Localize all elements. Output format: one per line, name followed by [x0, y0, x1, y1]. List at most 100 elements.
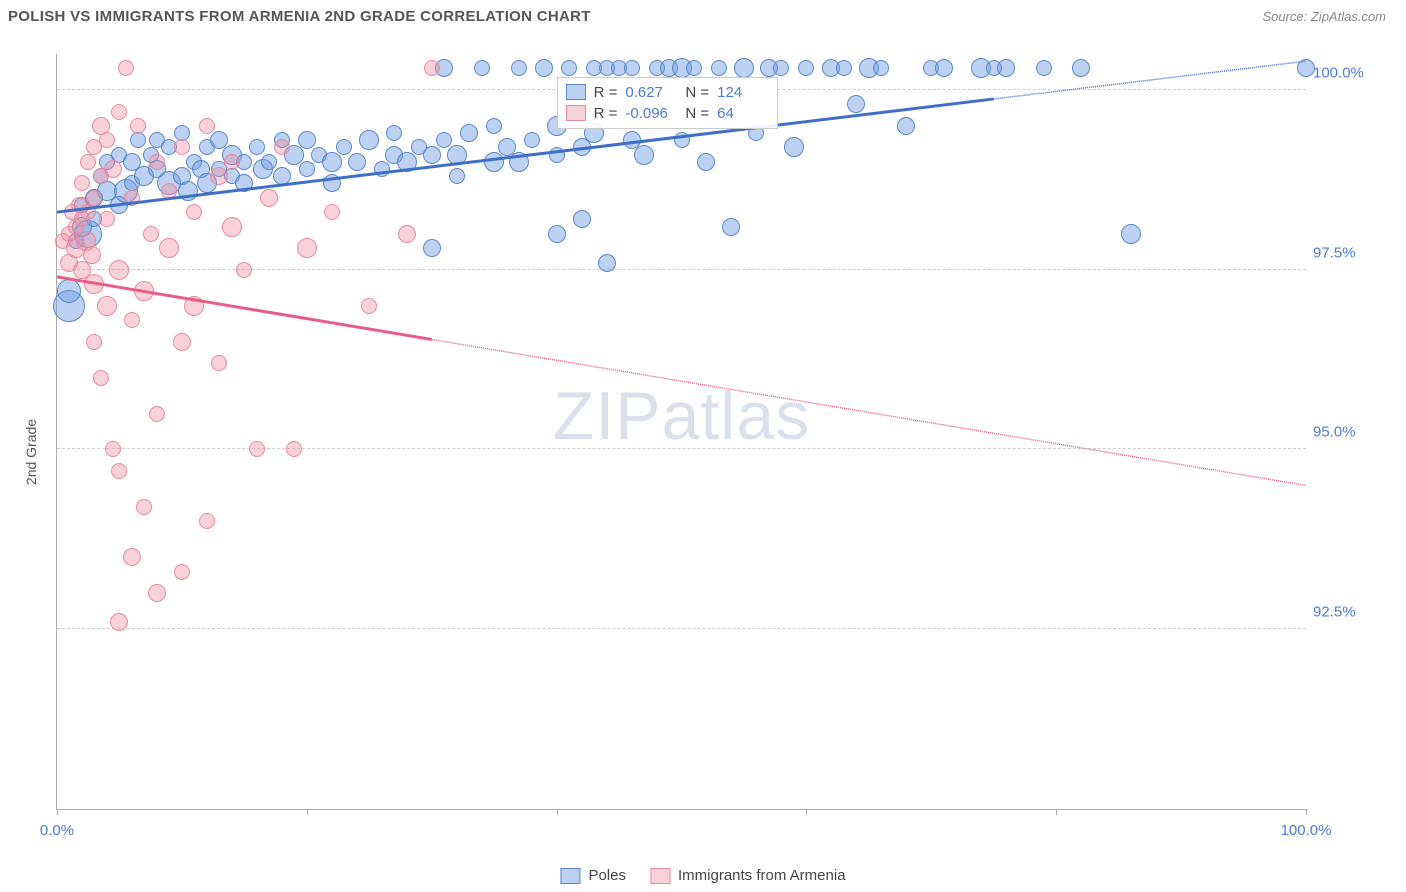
scatter-point: [83, 246, 101, 264]
scatter-point: [235, 174, 253, 192]
legend-swatch: [560, 868, 580, 884]
scatter-point: [897, 117, 915, 135]
scatter-point: [249, 139, 265, 155]
stat-r-label: R =: [594, 84, 618, 101]
scatter-point: [734, 58, 754, 78]
y-tick-label: 95.0%: [1313, 424, 1388, 441]
scatter-point: [178, 181, 198, 201]
scatter-point: [299, 161, 315, 177]
scatter-point: [134, 281, 154, 301]
scatter-point: [423, 239, 441, 257]
watermark-atlas: atlas: [662, 378, 811, 454]
scatter-point: [449, 168, 465, 184]
scatter-point: [460, 124, 478, 142]
scatter-point: [836, 60, 852, 76]
scatter-point: [109, 260, 129, 280]
scatter-point: [97, 296, 117, 316]
stat-n-label: N =: [685, 105, 709, 122]
scatter-point: [722, 218, 740, 236]
scatter-point: [130, 132, 146, 148]
source-attribution: Source: ZipAtlas.com: [1262, 9, 1386, 24]
scatter-point: [348, 153, 366, 171]
scatter-point: [549, 147, 565, 163]
scatter-point: [124, 312, 140, 328]
x-tick-label: 100.0%: [1281, 822, 1332, 839]
stat-n-label: N =: [685, 84, 709, 101]
x-tick-mark: [1306, 809, 1307, 815]
scatter-point: [535, 59, 553, 77]
stat-n-value: 124: [717, 84, 769, 101]
scatter-point: [873, 60, 889, 76]
y-tick-label: 100.0%: [1313, 64, 1388, 81]
stats-row: R = 0.627 N = 124: [566, 82, 770, 103]
scatter-point: [173, 333, 191, 351]
scatter-point: [686, 60, 702, 76]
scatter-point: [322, 152, 342, 172]
y-tick-label: 92.5%: [1313, 604, 1388, 621]
scatter-point: [210, 167, 228, 185]
watermark: ZIPatlas: [553, 377, 810, 455]
scatter-point: [261, 154, 277, 170]
scatter-point: [93, 370, 109, 386]
scatter-point: [398, 225, 416, 243]
legend-label: Immigrants from Armenia: [678, 867, 846, 884]
scatter-point: [286, 441, 302, 457]
scatter-point: [111, 463, 127, 479]
scatter-point: [1036, 60, 1052, 76]
scatter-point: [123, 548, 141, 566]
chart-title: POLISH VS IMMIGRANTS FROM ARMENIA 2ND GR…: [8, 8, 591, 25]
scatter-point: [80, 154, 96, 170]
scatter-point: [186, 204, 202, 220]
scatter-point: [136, 499, 152, 515]
scatter-point: [674, 132, 690, 148]
plot-area: ZIPatlas 92.5%95.0%97.5%100.0%0.0%100.0%…: [56, 54, 1306, 810]
watermark-zip: ZIP: [553, 378, 662, 454]
scatter-point: [323, 174, 341, 192]
x-tick-mark: [1056, 809, 1057, 815]
scatter-point: [86, 334, 102, 350]
scatter-point: [573, 210, 591, 228]
stat-r-value: 0.627: [625, 84, 677, 101]
scatter-point: [74, 175, 90, 191]
scatter-point: [149, 154, 165, 170]
scatter-point: [297, 238, 317, 258]
legend-item: Immigrants from Armenia: [650, 867, 846, 884]
scatter-point: [361, 298, 377, 314]
scatter-point: [86, 190, 102, 206]
scatter-point: [624, 60, 640, 76]
stats-box: R =0.627N =124R =-0.096N =64: [557, 77, 779, 129]
gridline: [57, 448, 1306, 449]
scatter-point: [397, 152, 417, 172]
stats-swatch: [566, 105, 586, 121]
scatter-point: [273, 167, 291, 185]
scatter-point: [274, 139, 290, 155]
x-tick-mark: [307, 809, 308, 815]
scatter-point: [486, 118, 502, 134]
scatter-point: [598, 254, 616, 272]
scatter-point: [997, 59, 1015, 77]
scatter-point: [124, 190, 140, 206]
scatter-point: [374, 161, 390, 177]
scatter-point: [474, 60, 490, 76]
scatter-point: [236, 262, 252, 278]
scatter-point: [80, 204, 96, 220]
scatter-point: [143, 226, 159, 242]
scatter-point: [935, 59, 953, 77]
scatter-point: [773, 60, 789, 76]
scatter-point: [222, 217, 242, 237]
x-tick-label: 0.0%: [40, 822, 74, 839]
scatter-point: [447, 145, 467, 165]
stat-n-value: 64: [717, 105, 769, 122]
scatter-point: [99, 211, 115, 227]
scatter-point: [524, 132, 540, 148]
scatter-point: [174, 139, 190, 155]
scatter-point: [161, 183, 177, 199]
legend-swatch: [650, 868, 670, 884]
legend-item: Poles: [560, 867, 626, 884]
scatter-point: [1297, 59, 1315, 77]
scatter-point: [634, 145, 654, 165]
stat-r-label: R =: [594, 105, 618, 122]
bottom-legend: Poles Immigrants from Armenia: [560, 867, 845, 884]
scatter-point: [199, 118, 215, 134]
x-tick-mark: [557, 809, 558, 815]
